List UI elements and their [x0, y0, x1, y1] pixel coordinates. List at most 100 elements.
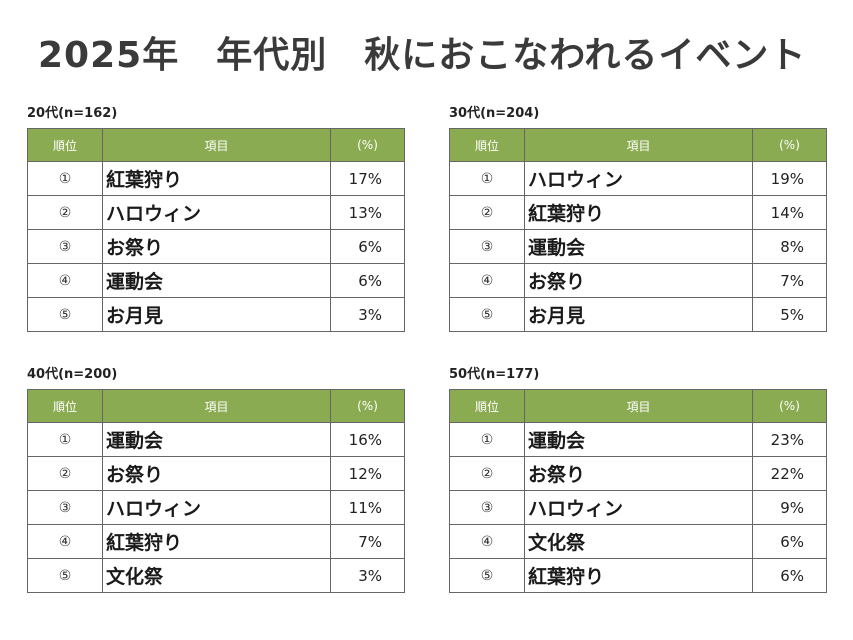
rank-cell: ⑤ [449, 558, 525, 593]
item-cell: 文化祭 [102, 558, 331, 593]
table-row: ③ 運動会 8% [449, 229, 827, 264]
column-header-percent: (%) [752, 128, 827, 162]
ranking-table-20s: 20代(n=162) 順位 項目 (%) ① 紅葉狩り 17% ② ハロウィン … [27, 105, 405, 332]
column-header-percent: (%) [752, 389, 827, 423]
ranking-table-30s: 30代(n=204) 順位 項目 (%) ① ハロウィン 19% ② 紅葉狩り … [449, 105, 827, 332]
item-cell: お月見 [102, 297, 331, 332]
item-cell: 運動会 [524, 229, 753, 264]
rank-cell: ① [27, 161, 103, 196]
percent-cell: 23% [752, 422, 827, 457]
percent-cell: 6% [330, 229, 405, 264]
rank-cell: ③ [449, 490, 525, 525]
table-caption: 50代(n=177) [449, 367, 540, 382]
table-header-row: 順位 項目 (%) [449, 389, 827, 423]
table-row: ② お祭り 12% [27, 456, 405, 491]
rank-cell: ① [449, 161, 525, 196]
table-row: ② ハロウィン 13% [27, 195, 405, 230]
column-header-rank: 順位 [449, 389, 525, 423]
ranking-table-40s: 40代(n=200) 順位 項目 (%) ① 運動会 16% ② お祭り 12%… [27, 366, 405, 593]
percent-cell: 3% [330, 297, 405, 332]
rank-cell: ⑤ [27, 558, 103, 593]
ranking-table: 順位 項目 (%) ① 運動会 16% ② お祭り 12% ③ ハロウィン 11… [27, 389, 405, 593]
table-header-row: 順位 項目 (%) [449, 128, 827, 162]
column-header-item: 項目 [524, 389, 753, 423]
ranking-table-50s: 50代(n=177) 順位 項目 (%) ① 運動会 23% ② お祭り 22%… [449, 366, 827, 593]
table-header-row: 順位 項目 (%) [27, 389, 405, 423]
item-cell: ハロウィン [102, 490, 331, 525]
table-row: ⑤ お月見 5% [449, 297, 827, 332]
item-cell: 文化祭 [524, 524, 753, 559]
ranking-table: 順位 項目 (%) ① 紅葉狩り 17% ② ハロウィン 13% ③ お祭り 6… [27, 128, 405, 332]
ranking-table: 順位 項目 (%) ① 運動会 23% ② お祭り 22% ③ ハロウィン 9%… [449, 389, 827, 593]
rank-cell: ② [449, 195, 525, 230]
rank-cell: ② [27, 456, 103, 491]
table-row: ⑤ 紅葉狩り 6% [449, 558, 827, 593]
item-cell: お祭り [102, 456, 331, 491]
table-row: ④ お祭り 7% [449, 263, 827, 298]
item-cell: お祭り [102, 229, 331, 264]
item-cell: ハロウィン [102, 195, 331, 230]
table-header-row: 順位 項目 (%) [27, 128, 405, 162]
percent-cell: 8% [752, 229, 827, 264]
table-row: ① ハロウィン 19% [449, 161, 827, 196]
table-caption: 20代(n=162) [27, 106, 118, 121]
column-header-item: 項目 [524, 128, 753, 162]
rank-cell: ② [27, 195, 103, 230]
table-row: ④ 運動会 6% [27, 263, 405, 298]
percent-cell: 6% [330, 263, 405, 298]
percent-cell: 19% [752, 161, 827, 196]
column-header-rank: 順位 [449, 128, 525, 162]
rank-cell: ④ [27, 524, 103, 559]
rank-cell: ④ [449, 263, 525, 298]
table-row: ④ 文化祭 6% [449, 524, 827, 559]
table-row: ③ ハロウィン 9% [449, 490, 827, 525]
page-title: 2025年 年代別 秋におこなわれるイベント [38, 35, 807, 76]
percent-cell: 7% [330, 524, 405, 559]
table-row: ② 紅葉狩り 14% [449, 195, 827, 230]
column-header-item: 項目 [102, 389, 331, 423]
percent-cell: 12% [330, 456, 405, 491]
percent-cell: 16% [330, 422, 405, 457]
percent-cell: 17% [330, 161, 405, 196]
percent-cell: 13% [330, 195, 405, 230]
table-row: ③ お祭り 6% [27, 229, 405, 264]
item-cell: 紅葉狩り [524, 195, 753, 230]
item-cell: 運動会 [524, 422, 753, 457]
percent-cell: 9% [752, 490, 827, 525]
column-header-percent: (%) [330, 128, 405, 162]
rank-cell: ⑤ [27, 297, 103, 332]
rank-cell: ⑤ [449, 297, 525, 332]
table-row: ② お祭り 22% [449, 456, 827, 491]
item-cell: ハロウィン [524, 490, 753, 525]
rank-cell: ④ [27, 263, 103, 298]
item-cell: 運動会 [102, 422, 331, 457]
percent-cell: 6% [752, 524, 827, 559]
column-header-item: 項目 [102, 128, 331, 162]
percent-cell: 3% [330, 558, 405, 593]
item-cell: 運動会 [102, 263, 331, 298]
percent-cell: 6% [752, 558, 827, 593]
item-cell: ハロウィン [524, 161, 753, 196]
item-cell: お祭り [524, 263, 753, 298]
table-row: ⑤ お月見 3% [27, 297, 405, 332]
percent-cell: 22% [752, 456, 827, 491]
percent-cell: 5% [752, 297, 827, 332]
rank-cell: ③ [27, 229, 103, 264]
item-cell: お月見 [524, 297, 753, 332]
table-row: ① 運動会 16% [27, 422, 405, 457]
rank-cell: ① [27, 422, 103, 457]
ranking-table: 順位 項目 (%) ① ハロウィン 19% ② 紅葉狩り 14% ③ 運動会 8… [449, 128, 827, 332]
rank-cell: ③ [27, 490, 103, 525]
table-row: ④ 紅葉狩り 7% [27, 524, 405, 559]
table-row: ① 紅葉狩り 17% [27, 161, 405, 196]
item-cell: 紅葉狩り [524, 558, 753, 593]
rank-cell: ① [449, 422, 525, 457]
item-cell: 紅葉狩り [102, 524, 331, 559]
column-header-rank: 順位 [27, 389, 103, 423]
column-header-percent: (%) [330, 389, 405, 423]
item-cell: 紅葉狩り [102, 161, 331, 196]
item-cell: お祭り [524, 456, 753, 491]
rank-cell: ④ [449, 524, 525, 559]
table-row: ① 運動会 23% [449, 422, 827, 457]
column-header-rank: 順位 [27, 128, 103, 162]
